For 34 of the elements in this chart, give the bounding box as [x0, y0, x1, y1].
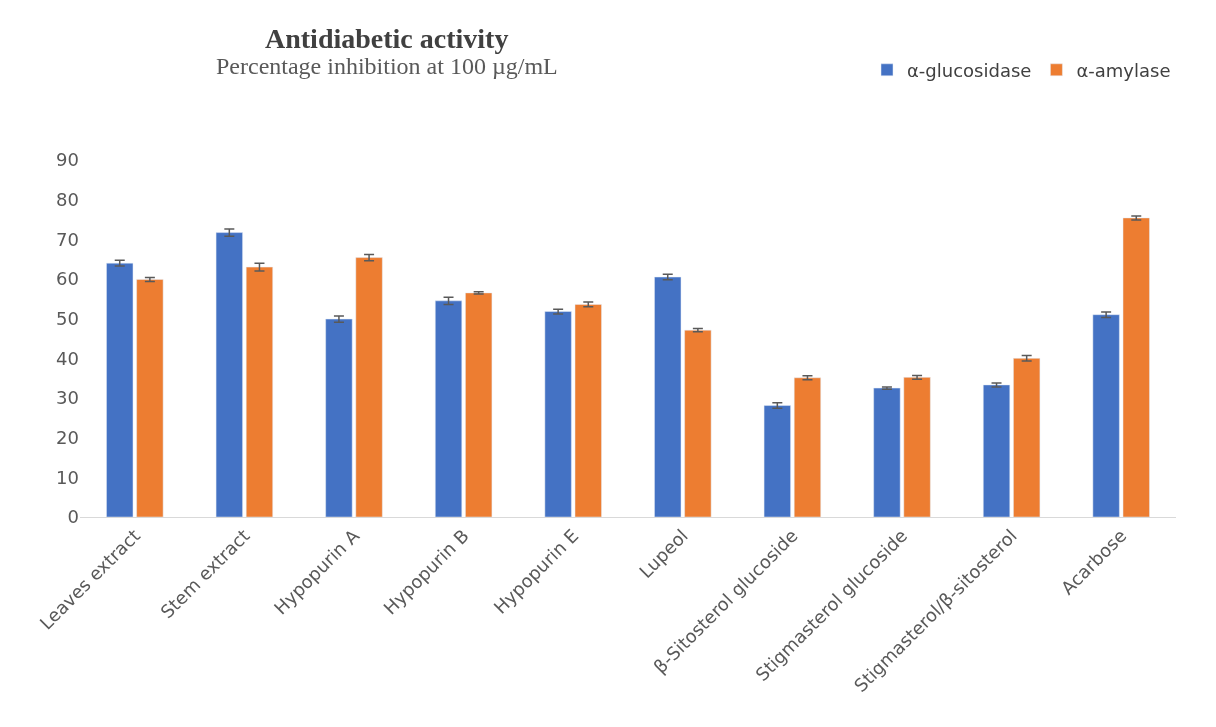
bar	[983, 384, 1011, 517]
bar	[574, 304, 602, 517]
bar	[465, 292, 493, 517]
bar	[793, 377, 821, 517]
y-tick-label: 90	[56, 149, 79, 171]
bar	[873, 387, 901, 517]
y-tick-label: 70	[56, 228, 79, 250]
bar	[106, 262, 134, 517]
bar	[544, 311, 572, 517]
bar	[654, 276, 682, 517]
bar	[1092, 314, 1120, 517]
bar	[763, 405, 791, 517]
bar	[215, 232, 243, 517]
y-tick-label: 0	[67, 506, 79, 528]
legend-label: α-amylase	[1076, 59, 1171, 81]
bar	[245, 266, 273, 517]
bar	[355, 257, 383, 517]
y-tick-label: 50	[56, 307, 79, 329]
bar	[903, 377, 931, 517]
y-tick-label: 10	[56, 466, 79, 488]
bar	[684, 329, 712, 517]
chart-title: Antidiabetic activity	[265, 23, 509, 54]
bar	[1122, 217, 1150, 517]
bar	[136, 279, 164, 517]
y-tick-label: 40	[56, 347, 79, 369]
legend-label: α-glucosidase	[907, 59, 1032, 81]
chart-subtitle: Percentage inhibition at 100 µg/mL	[216, 53, 558, 79]
y-tick-label: 60	[56, 268, 79, 290]
bar	[435, 300, 463, 517]
bar	[1013, 358, 1041, 517]
y-tick-label: 30	[56, 387, 79, 409]
bar	[325, 318, 353, 517]
y-tick-label: 20	[56, 426, 79, 448]
y-tick-label: 80	[56, 188, 79, 210]
